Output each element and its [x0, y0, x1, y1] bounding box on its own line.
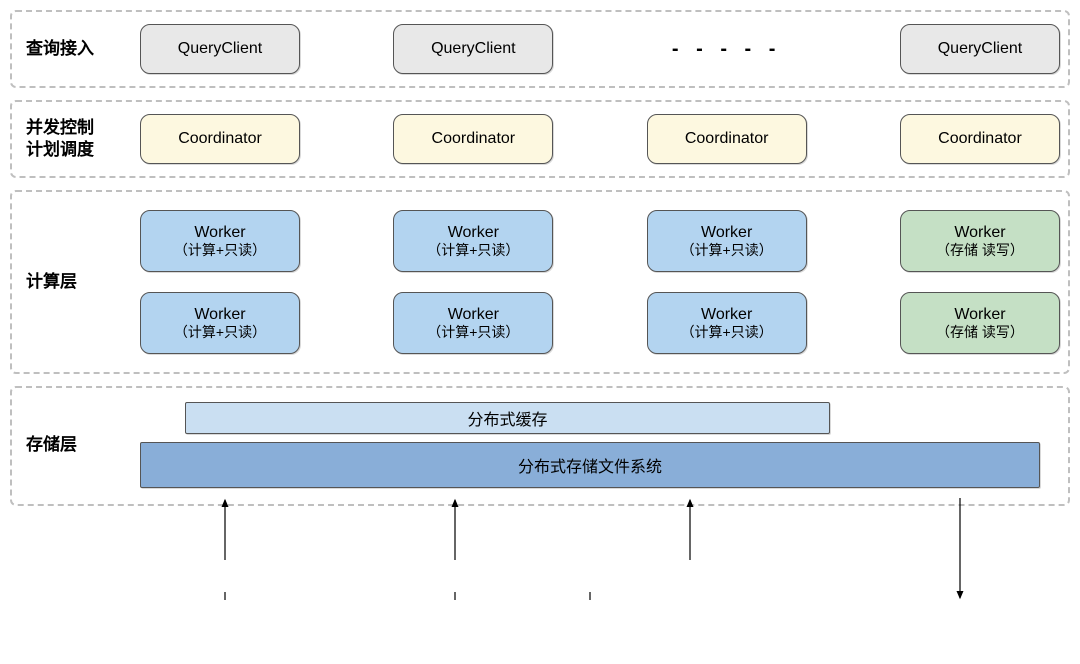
worker-title: Worker	[194, 305, 245, 324]
worker-sub: （计算+只读）	[427, 242, 519, 259]
coordinator-node: Coordinator	[140, 114, 300, 164]
layer-storage: 存储层 分布式缓存 分布式存储文件系统	[10, 386, 1070, 506]
worker-title: Worker	[701, 223, 752, 242]
coordinator-node: Coordinator	[647, 114, 807, 164]
worker-title: Worker	[448, 305, 499, 324]
worker-compute-readonly: Worker （计算+只读）	[647, 292, 807, 354]
worker-sub: （存储 读写）	[936, 324, 1024, 341]
layer-control: 并发控制 计划调度 Coordinator Coordinator Coordi…	[10, 100, 1070, 178]
distributed-fs-bar: 分布式存储文件系统	[140, 442, 1040, 488]
layer-compute: 计算层 Worker （计算+只读） Worker （计算+只读） Worker…	[10, 190, 1070, 374]
worker-storage-rw: Worker （存储 读写）	[900, 292, 1060, 354]
worker-sub: （计算+只读）	[681, 242, 773, 259]
worker-title: Worker	[701, 305, 752, 324]
worker-compute-readonly: Worker （计算+只读）	[140, 210, 300, 272]
layer-label-query: 查询接入	[20, 38, 140, 60]
layer-label-compute: 计算层	[20, 271, 140, 293]
layer-label-control: 并发控制 计划调度	[20, 117, 140, 161]
layer-label-storage: 存储层	[20, 434, 140, 456]
worker-sub: （存储 读写）	[936, 242, 1024, 259]
worker-title: Worker	[194, 223, 245, 242]
query-client-node: QueryClient	[900, 24, 1060, 74]
worker-title: Worker	[954, 305, 1005, 324]
worker-compute-readonly: Worker （计算+只读）	[140, 292, 300, 354]
worker-compute-readonly: Worker （计算+只读）	[647, 210, 807, 272]
worker-compute-readonly: Worker （计算+只读）	[393, 292, 553, 354]
query-client-node: QueryClient	[140, 24, 300, 74]
worker-sub: （计算+只读）	[427, 324, 519, 341]
ellipsis: - - - - -	[647, 38, 807, 61]
worker-sub: （计算+只读）	[174, 324, 266, 341]
distributed-cache-bar: 分布式缓存	[185, 402, 830, 434]
query-client-node: QueryClient	[393, 24, 553, 74]
coordinator-node: Coordinator	[900, 114, 1060, 164]
worker-storage-rw: Worker （存储 读写）	[900, 210, 1060, 272]
worker-title: Worker	[448, 223, 499, 242]
worker-compute-readonly: Worker （计算+只读）	[393, 210, 553, 272]
worker-sub: （计算+只读）	[174, 242, 266, 259]
worker-title: Worker	[954, 223, 1005, 242]
layer-query-access: 查询接入 QueryClient QueryClient - - - - - Q…	[10, 10, 1070, 88]
coordinator-node: Coordinator	[393, 114, 553, 164]
worker-sub: （计算+只读）	[681, 324, 773, 341]
